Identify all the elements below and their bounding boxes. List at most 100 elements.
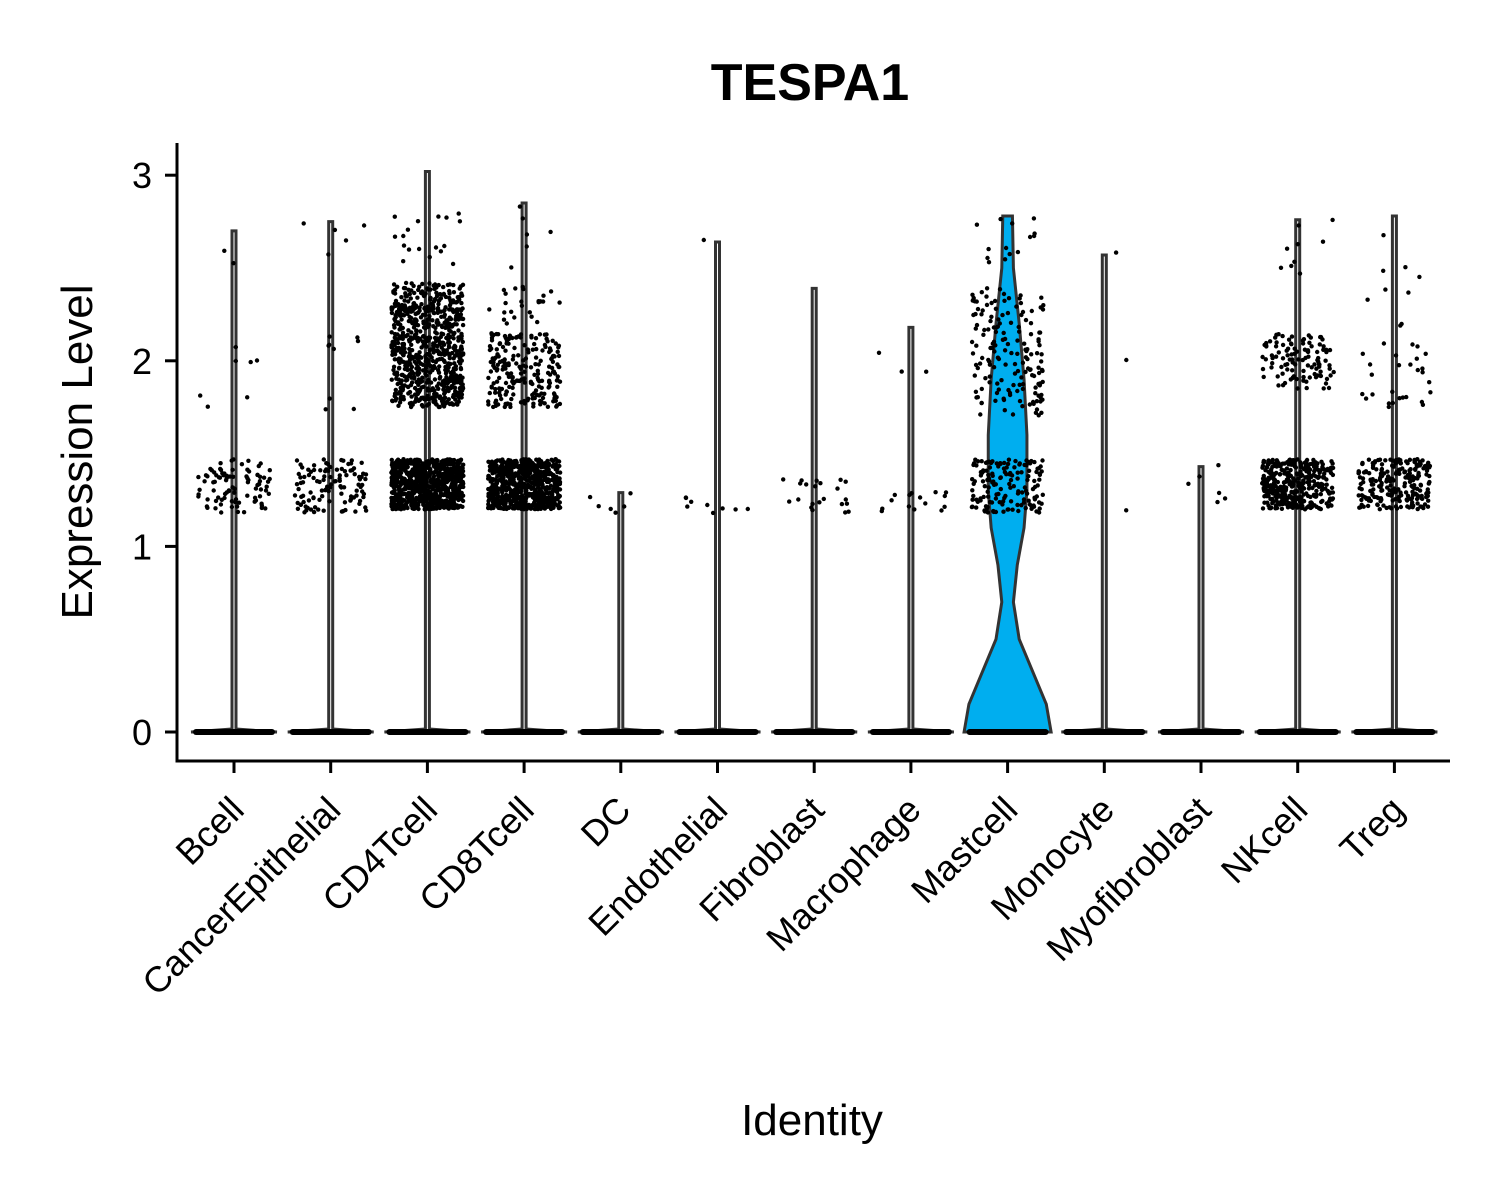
data-point	[998, 461, 1003, 466]
zero-points	[579, 729, 662, 735]
data-point	[523, 472, 528, 477]
data-point	[409, 342, 414, 347]
data-point	[221, 473, 226, 478]
data-point	[437, 404, 442, 410]
data-point	[406, 490, 411, 496]
data-point	[226, 488, 232, 494]
data-point	[1403, 490, 1409, 495]
data-point	[439, 399, 445, 404]
data-point	[344, 473, 349, 478]
data-point	[432, 377, 438, 382]
data-point	[1367, 471, 1372, 476]
data-point	[1017, 296, 1022, 301]
data-point	[409, 471, 414, 477]
data-point	[427, 281, 432, 286]
data-point	[258, 487, 264, 492]
data-point	[486, 399, 491, 404]
data-point	[456, 211, 461, 216]
data-point	[522, 369, 527, 374]
data-point	[509, 465, 515, 470]
data-point	[318, 468, 323, 473]
data-point	[246, 469, 252, 474]
data-point	[992, 349, 997, 354]
data-point	[398, 501, 403, 506]
data-point	[442, 314, 447, 319]
data-point	[843, 479, 848, 484]
data-point	[1402, 469, 1408, 474]
data-point	[486, 494, 491, 499]
data-point	[494, 379, 500, 384]
data-point	[1008, 485, 1013, 490]
data-point	[1300, 338, 1306, 343]
data-point	[986, 494, 991, 499]
data-point	[459, 347, 464, 352]
data-point	[430, 302, 435, 307]
data-point	[1290, 368, 1295, 373]
data-point	[403, 291, 408, 296]
data-point	[549, 494, 555, 499]
data-point	[456, 467, 461, 472]
data-point	[361, 491, 367, 497]
data-point	[987, 362, 993, 367]
data-point	[337, 473, 342, 478]
data-point	[1002, 257, 1008, 262]
data-point	[1040, 307, 1046, 312]
data-point	[487, 307, 492, 312]
data-point	[493, 398, 499, 403]
data-point	[1315, 475, 1321, 480]
data-point	[1032, 484, 1038, 490]
data-point	[510, 375, 515, 381]
x-tick-label-bcell: Bcell	[167, 789, 251, 873]
data-point	[408, 296, 413, 301]
data-point	[532, 341, 537, 347]
data-point	[528, 492, 534, 498]
data-point	[994, 390, 1000, 396]
data-point	[1020, 360, 1026, 365]
data-point	[241, 510, 247, 515]
data-point	[512, 315, 517, 320]
data-point	[444, 399, 450, 405]
data-point	[1269, 485, 1274, 490]
data-point	[392, 325, 397, 330]
data-point	[912, 507, 917, 512]
data-point	[447, 356, 452, 361]
data-point	[810, 501, 815, 507]
data-point	[420, 291, 426, 297]
data-point	[1327, 468, 1333, 474]
data-point	[393, 474, 398, 479]
data-point	[490, 482, 495, 487]
data-point	[1015, 388, 1020, 394]
data-point	[522, 343, 527, 348]
data-point	[1032, 231, 1037, 236]
data-point	[355, 335, 360, 340]
data-point	[1037, 330, 1042, 335]
data-point	[1007, 251, 1012, 257]
data-point	[1398, 323, 1403, 328]
data-point	[532, 372, 537, 377]
data-point	[435, 477, 440, 482]
data-point	[411, 306, 416, 312]
data-point	[363, 505, 368, 510]
data-point	[1321, 344, 1326, 349]
data-point	[1399, 493, 1404, 498]
data-point	[1015, 476, 1020, 481]
data-point	[1379, 462, 1385, 467]
data-point	[814, 478, 819, 483]
data-point	[211, 488, 216, 493]
data-point	[1002, 298, 1007, 303]
data-point	[1366, 457, 1372, 462]
data-point	[537, 462, 542, 467]
data-point	[405, 227, 411, 232]
data-point	[395, 498, 400, 503]
data-point	[1383, 287, 1388, 292]
data-point	[1001, 509, 1006, 514]
data-point	[248, 359, 253, 365]
data-point	[311, 467, 317, 473]
data-point	[393, 387, 398, 393]
data-point	[1036, 393, 1041, 398]
data-point	[1305, 363, 1311, 368]
data-point	[422, 468, 427, 473]
data-point	[407, 346, 412, 352]
data-point	[357, 498, 363, 504]
data-point	[502, 506, 507, 511]
